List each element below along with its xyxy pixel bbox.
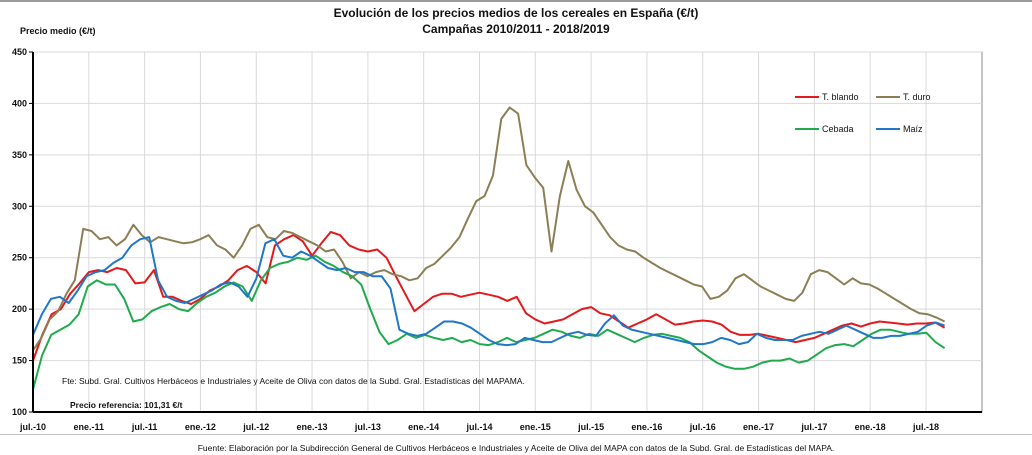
x-tick-label: jul.-18 (912, 422, 939, 432)
x-axis-ticks: jul.-10 ene.-11 jul.-11 ene.-12 jul.-12 ene.-… (19, 422, 939, 432)
legend-item-cebada: Cebada (795, 124, 854, 134)
y-tick-label: 300 (12, 201, 27, 211)
footer-divider (0, 434, 1032, 435)
legend-swatch-t-blando (795, 96, 819, 98)
y-tick-label: 100 (12, 407, 27, 417)
x-tick-label: jul.-13 (354, 422, 381, 432)
x-tick-label: jul.-12 (242, 422, 269, 432)
series-line-cebada (32, 254, 946, 390)
x-tick-label: ene.-11 (74, 422, 105, 432)
x-tick-label: ene.-12 (185, 422, 216, 432)
legend-label: Cebada (822, 124, 854, 134)
legend-swatch-cebada (795, 128, 819, 130)
x-tick-label: jul.-10 (19, 422, 46, 432)
legend-label: T. blando (822, 92, 859, 102)
x-tick-label: jul.-16 (689, 422, 716, 432)
x-tick-label: jul.-15 (577, 422, 604, 432)
x-tick-label: ene.-13 (297, 422, 328, 432)
series-lines (32, 106, 946, 390)
axes (29, 51, 982, 413)
chart-subtitle: Campañas 2010/2011 - 2018/2019 (422, 22, 610, 36)
x-tick-label: jul.-17 (800, 422, 827, 432)
series-line-ma-z (32, 236, 945, 347)
x-tick-label: ene.-18 (855, 422, 886, 432)
footer-source: Fuente: Elaboración por la Subdirección … (197, 443, 835, 453)
series-line-t-duro (32, 106, 946, 351)
x-tick-label: ene.-17 (743, 422, 774, 432)
x-tick-label: ene.-14 (408, 422, 439, 432)
y-tick-label: 450 (12, 47, 27, 57)
y-tick-label: 350 (12, 150, 27, 160)
x-tick-label: ene.-15 (520, 422, 551, 432)
y-tick-label: 200 (12, 304, 27, 314)
chart-title: Evolución de los precios medios de los c… (333, 6, 699, 20)
legend-swatch-maiz (876, 128, 900, 130)
plot-area (32, 51, 983, 413)
legend-label: T. duro (903, 92, 931, 102)
y-axis-ticks: 100 150 200 250 300 350 400 450 (12, 47, 27, 417)
source-note: Fte: Subd. Gral. Cultivos Herbáceos e In… (62, 376, 525, 386)
legend-swatch-t-duro (876, 96, 900, 98)
x-tick-label: jul.-14 (465, 422, 492, 432)
x-tick-label: ene.-16 (631, 422, 662, 432)
y-axis-label: Precio medio (€/t) (20, 26, 96, 36)
legend-label: Maíz (903, 124, 923, 134)
legend-item-t-duro: T. duro (876, 92, 931, 102)
gridlines (33, 51, 982, 413)
y-tick-label: 150 (12, 356, 27, 366)
legend-item-t-blando: T. blando (795, 92, 859, 102)
legend-item-maiz: Maíz (876, 124, 923, 134)
y-tick-label: 250 (12, 253, 27, 263)
reference-price: Precio referencia: 101,31 €/t (70, 400, 183, 410)
y-tick-label: 400 (12, 98, 27, 108)
x-tick-label: jul.-11 (131, 422, 158, 432)
top-border (0, 0, 1032, 2)
